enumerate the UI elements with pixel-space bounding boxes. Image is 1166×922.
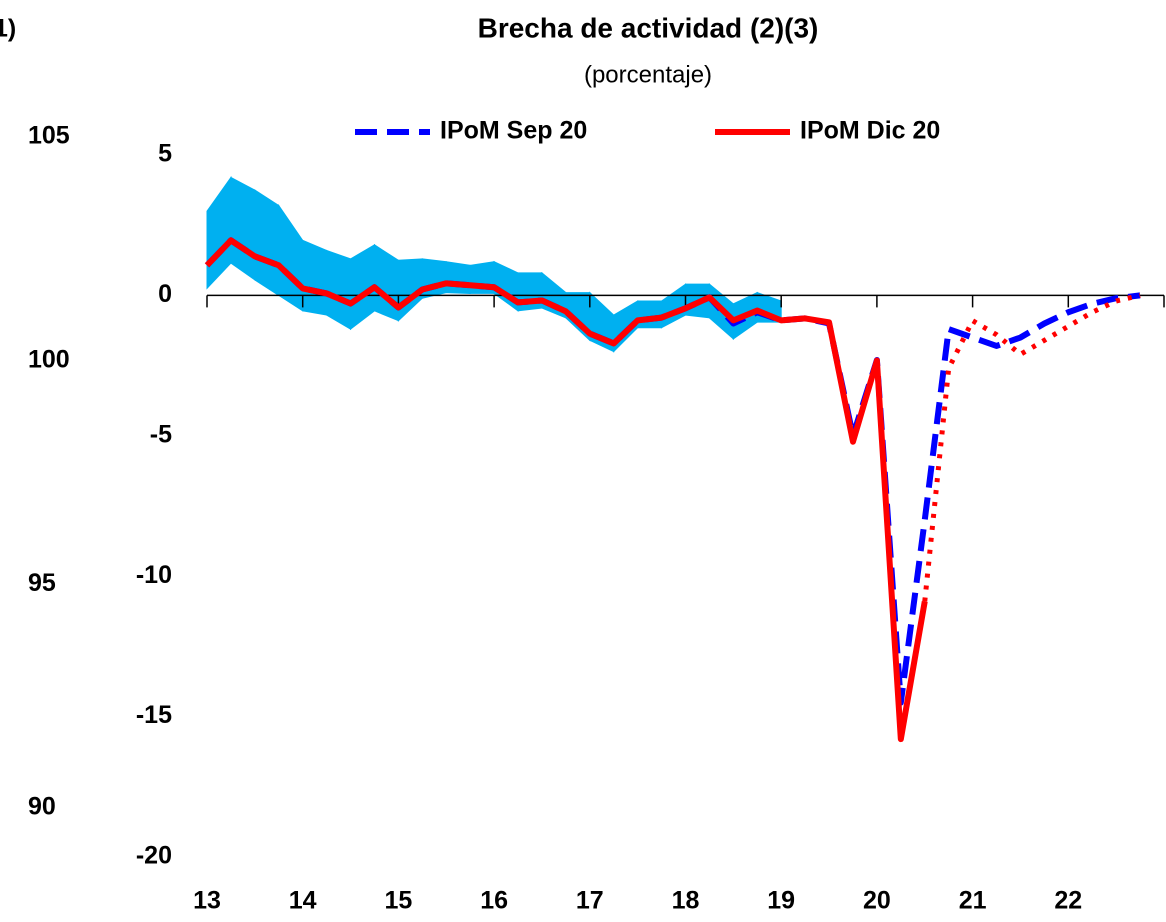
y-tick-label: 0	[158, 280, 172, 308]
band-segment	[230, 176, 256, 281]
x-tick-label: 13	[193, 887, 221, 915]
band-segment	[421, 258, 447, 299]
x-tick-label: 20	[863, 887, 891, 915]
y-tick-label: -15	[136, 701, 172, 729]
x-tick-label: 21	[959, 887, 987, 915]
y-tick-label: -20	[136, 842, 172, 870]
band-segment	[302, 239, 328, 316]
corner-label: 1)	[0, 15, 16, 43]
y2-tick-label: 100	[28, 345, 70, 373]
legend-label: IPoM Sep 20	[440, 117, 587, 145]
x-tick-label: 18	[672, 887, 700, 915]
band-segment	[517, 272, 543, 312]
x-tick-label: 19	[767, 887, 795, 915]
line	[204, 237, 1141, 706]
band-segment	[373, 243, 399, 322]
y-tick-label: 5	[158, 140, 172, 168]
legend-label: IPoM Dic 20	[800, 117, 940, 145]
x-tick-label: 16	[480, 887, 508, 915]
band-segment	[206, 175, 232, 290]
y-tick-label: -5	[150, 420, 172, 448]
line	[922, 292, 1141, 602]
band-segment	[326, 249, 352, 330]
band-segment	[254, 189, 280, 297]
line	[204, 237, 928, 743]
y2-tick-label: 105	[28, 122, 70, 150]
x-tick-label: 22	[1054, 887, 1082, 915]
x-tick-label: 14	[289, 887, 317, 915]
x-tick-label: 17	[576, 887, 604, 915]
band-segment	[661, 283, 686, 329]
band-segment	[445, 261, 471, 294]
x-tick-label: 15	[384, 887, 412, 915]
chart-title: Brecha de actividad (2)(3)	[478, 12, 819, 43]
y-tick-label: -10	[136, 561, 172, 589]
y2-tick-label: 90	[28, 792, 56, 820]
y2-tick-label: 95	[28, 569, 56, 597]
band-segment	[637, 300, 663, 329]
chart-subtitle: (porcentaje)	[584, 61, 712, 88]
